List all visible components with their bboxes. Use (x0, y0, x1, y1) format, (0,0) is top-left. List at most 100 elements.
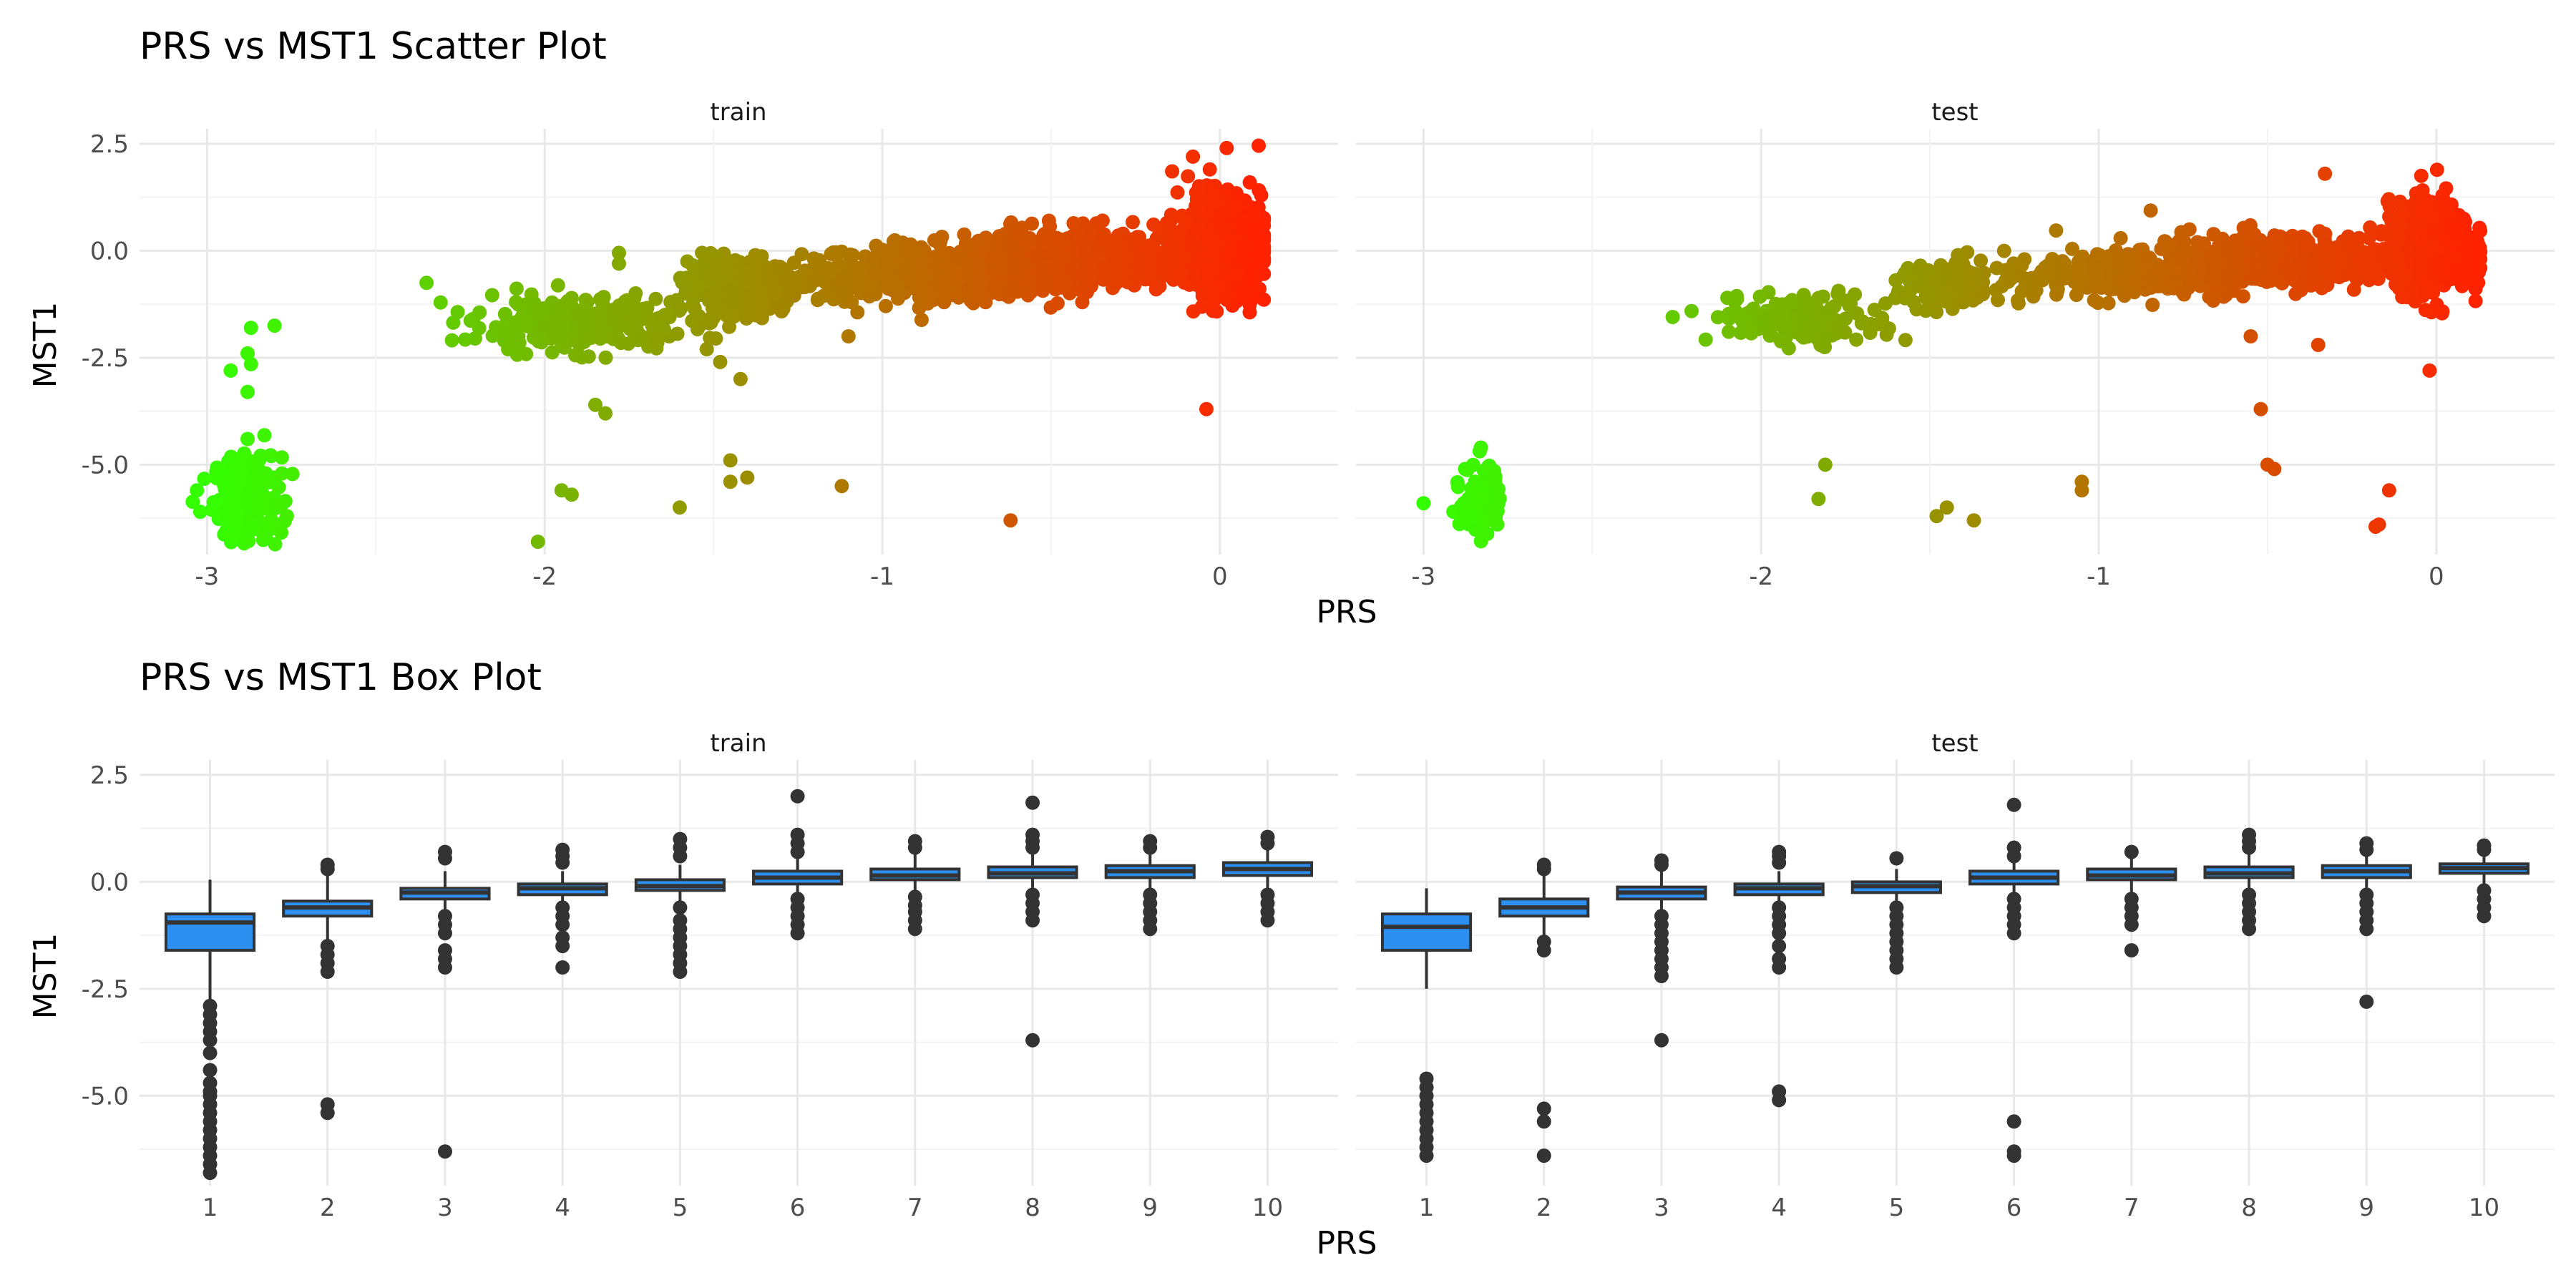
scatter-point-test (2243, 269, 2258, 284)
scatter-point-train (583, 331, 598, 346)
scatter-point-train (1200, 229, 1215, 244)
scatter-point-train (708, 268, 723, 283)
box-train-x-tick-label: 4 (555, 1194, 570, 1222)
scatter-point-train (1220, 222, 1235, 237)
scatter-point-test (2416, 274, 2431, 289)
scatter-point-train (580, 295, 595, 310)
scatter-point-test (2051, 256, 2066, 271)
box-title: PRS vs MST1 Box Plot (140, 656, 542, 699)
scatter-point-test (2468, 293, 2483, 308)
scatter-point-train (754, 311, 769, 326)
scatter-point-test (2429, 297, 2444, 312)
scatter-test-x-tick-label: -2 (1749, 562, 1773, 591)
box-outlier-train (437, 1144, 452, 1159)
scatter-point-test (1989, 260, 2004, 275)
scatter-point-train (951, 249, 966, 264)
box-train-x-tick-label: 6 (790, 1194, 806, 1222)
box-test-x-tick-label: 3 (1654, 1194, 1669, 1222)
scatter-point-train (1009, 230, 1024, 245)
scatter-point-test (2172, 253, 2187, 268)
scatter-point-train (612, 245, 626, 260)
scatter-point-train (841, 329, 856, 343)
scatter-point-train (740, 302, 755, 317)
scatter-point-train (1041, 213, 1056, 228)
scatter-point-train (1146, 217, 1161, 232)
scatter-point-train (250, 472, 265, 487)
scatter-point-train (550, 278, 565, 293)
scatter-point-train (240, 384, 255, 399)
box-test-x-tick-label: 6 (2006, 1194, 2022, 1222)
scatter-point-train (753, 294, 768, 309)
scatter-point-train (844, 295, 859, 310)
scatter-point-train (965, 279, 980, 294)
scatter-test-x-tick-label: -3 (1411, 562, 1435, 591)
scatter-point-test (2205, 253, 2220, 268)
box-outlier-test (2006, 926, 2021, 941)
box-outlier-test (2006, 797, 2021, 812)
box-train-x-tick-label: 8 (1025, 1194, 1040, 1222)
scatter-point-train (1186, 149, 1201, 164)
scatter-point-test (2368, 519, 2383, 535)
scatter-point-test (1920, 285, 1935, 300)
scatter-point-train (884, 248, 899, 263)
scatter-point-train (978, 295, 993, 310)
scatter-point-train (240, 431, 255, 447)
scatter-point-train (772, 299, 787, 314)
box-test-x-tick-label: 8 (2241, 1194, 2257, 1222)
scatter-point-train (1212, 208, 1227, 223)
scatter-point-train (678, 281, 693, 296)
scatter-facet-test-label: test (1931, 98, 1978, 127)
scatter-point-train (708, 331, 723, 346)
scatter-point-train (1151, 230, 1166, 245)
scatter-point-train (691, 308, 706, 323)
scatter-point-train (1055, 248, 1070, 263)
scatter-point-test (1837, 325, 1852, 340)
scatter-point-test (1710, 310, 1725, 325)
box-train-x-tick-label: 9 (1142, 1194, 1158, 1222)
scatter-point-test (1777, 321, 1792, 336)
scatter-point-train (555, 333, 570, 348)
scatter-point-test (2236, 220, 2251, 235)
scatter-point-train (599, 329, 614, 344)
scatter-point-test (1665, 310, 1680, 324)
box-outlier-train (790, 827, 805, 842)
box-outlier-test (1536, 857, 1551, 872)
scatter-point-test (2223, 238, 2238, 253)
scatter-point-test (1737, 313, 1752, 328)
box-outlier-train (437, 926, 452, 941)
scatter-point-train (545, 345, 560, 360)
scatter-point-test (1966, 513, 1981, 528)
scatter-point-test (2142, 250, 2157, 265)
scatter-point-train (957, 227, 972, 242)
scatter-point-train (511, 328, 526, 343)
scatter-point-train (906, 244, 920, 259)
scatter-point-test (2381, 483, 2396, 498)
scatter-point-test (2076, 272, 2091, 286)
box-rect-train (164, 912, 256, 952)
scatter-point-train (497, 333, 512, 348)
scatter-point-test (2470, 234, 2485, 249)
scatter-point-train (1194, 299, 1209, 314)
scatter-point-train (927, 262, 942, 277)
scatter-point-train (1202, 162, 1217, 177)
scatter-point-train (852, 266, 867, 281)
scatter-point-train (1207, 178, 1222, 193)
scatter-point-train (1252, 183, 1267, 197)
box-outlier-test (1772, 926, 1787, 941)
scatter-point-train (693, 278, 708, 293)
box-train-y-tick-label: -5.0 (82, 1082, 129, 1111)
scatter-train-x-tick-label: -2 (532, 562, 557, 591)
scatter-point-train (722, 319, 736, 334)
scatter-point-train (915, 271, 930, 286)
scatter-point-test (1465, 457, 1480, 472)
scatter-point-test (2177, 234, 2192, 249)
box-outlier-train (790, 789, 805, 804)
scatter-point-test (1898, 333, 1913, 348)
scatter-point-train (1054, 280, 1069, 295)
scatter-point-train (1185, 239, 1200, 254)
scatter-point-train (725, 294, 739, 309)
box-train-x-tick-label: 10 (1252, 1194, 1283, 1222)
scatter-point-train (640, 311, 655, 326)
scatter-point-train (206, 494, 221, 509)
scatter-point-train (1163, 213, 1179, 228)
